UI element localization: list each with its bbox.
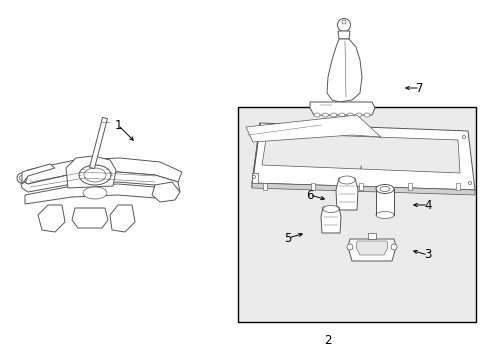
Polygon shape (262, 133, 459, 173)
Ellipse shape (17, 173, 27, 183)
Polygon shape (263, 183, 266, 190)
Ellipse shape (341, 20, 346, 24)
Polygon shape (251, 183, 474, 195)
Polygon shape (251, 123, 474, 190)
Polygon shape (337, 31, 349, 39)
Polygon shape (367, 233, 375, 239)
Ellipse shape (322, 113, 327, 117)
Polygon shape (20, 172, 180, 192)
Polygon shape (110, 205, 135, 232)
Ellipse shape (462, 135, 465, 139)
Ellipse shape (313, 113, 319, 117)
Ellipse shape (375, 211, 393, 219)
Polygon shape (89, 117, 107, 168)
Text: 7: 7 (415, 81, 423, 94)
Polygon shape (455, 183, 459, 190)
Polygon shape (326, 39, 361, 102)
Polygon shape (20, 158, 182, 184)
Text: 1: 1 (114, 118, 122, 131)
Ellipse shape (390, 244, 396, 250)
Polygon shape (375, 189, 393, 215)
Ellipse shape (337, 18, 350, 32)
Polygon shape (72, 208, 108, 228)
Polygon shape (251, 123, 260, 188)
Ellipse shape (346, 244, 352, 250)
Polygon shape (320, 207, 340, 233)
Ellipse shape (379, 186, 389, 192)
Ellipse shape (83, 187, 107, 199)
Text: 2: 2 (324, 333, 331, 346)
Polygon shape (407, 183, 411, 190)
Polygon shape (38, 205, 65, 232)
Polygon shape (355, 241, 387, 255)
Bar (238, 107, 475, 322)
Polygon shape (359, 183, 363, 190)
Ellipse shape (254, 127, 257, 131)
Text: 3: 3 (424, 248, 431, 261)
Ellipse shape (20, 176, 24, 180)
Polygon shape (66, 156, 116, 188)
Polygon shape (309, 102, 374, 115)
Ellipse shape (338, 176, 354, 184)
Polygon shape (25, 184, 178, 204)
Text: 6: 6 (305, 189, 313, 202)
Ellipse shape (323, 206, 338, 212)
Polygon shape (251, 173, 258, 183)
Ellipse shape (355, 113, 361, 117)
Text: 5: 5 (284, 231, 291, 244)
Ellipse shape (84, 168, 106, 182)
Polygon shape (152, 182, 180, 202)
Ellipse shape (363, 113, 369, 117)
Ellipse shape (79, 165, 111, 185)
Text: ii: ii (360, 165, 363, 170)
Ellipse shape (252, 176, 255, 179)
Polygon shape (335, 178, 357, 210)
Polygon shape (22, 164, 55, 184)
Ellipse shape (330, 113, 336, 117)
Ellipse shape (468, 181, 470, 185)
Polygon shape (245, 115, 380, 142)
Polygon shape (311, 183, 315, 190)
Text: 4: 4 (424, 198, 431, 212)
Polygon shape (347, 239, 395, 261)
Ellipse shape (338, 113, 345, 117)
Ellipse shape (346, 113, 353, 117)
Ellipse shape (375, 184, 393, 194)
